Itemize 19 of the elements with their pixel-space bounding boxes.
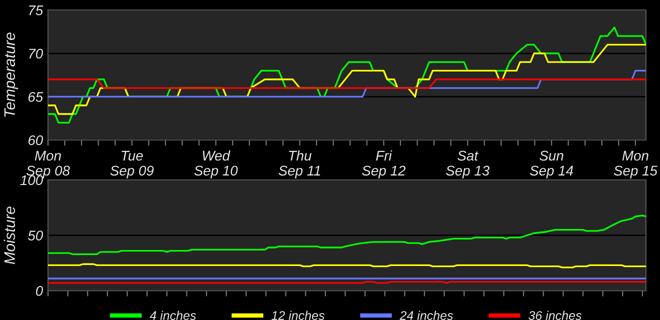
- legend-label: 24 inches: [400, 310, 453, 320]
- x-tick-label: Mon Sep 15: [614, 150, 658, 178]
- x-tick-label: Sun Sep 14: [530, 150, 574, 178]
- legend-label: 12 inches: [272, 310, 324, 320]
- x-tick-label: Sat Sep 13: [446, 150, 490, 178]
- y-tick-label: 65: [28, 92, 44, 102]
- y-tick-label: 75: [29, 6, 44, 16]
- x-tick-label: Wed Sep 10: [194, 150, 238, 178]
- legend-label: 4 inches: [150, 310, 196, 320]
- legend-label: 36 inches: [528, 310, 582, 320]
- y-tick-label: 0: [36, 286, 44, 296]
- y-tick-label: 60: [28, 135, 44, 146]
- y-tick-label: 50: [28, 230, 44, 240]
- x-tick-label: Thu Sep 11: [278, 150, 320, 178]
- y-tick-label: 70: [29, 48, 44, 59]
- x-tick-label: Fri Sep 12: [362, 150, 406, 178]
- x-tick-label: Tue Sep 09: [110, 150, 154, 178]
- y-axis-title: Temperature: [4, 32, 18, 117]
- y-axis-title: Moisture: [4, 206, 16, 264]
